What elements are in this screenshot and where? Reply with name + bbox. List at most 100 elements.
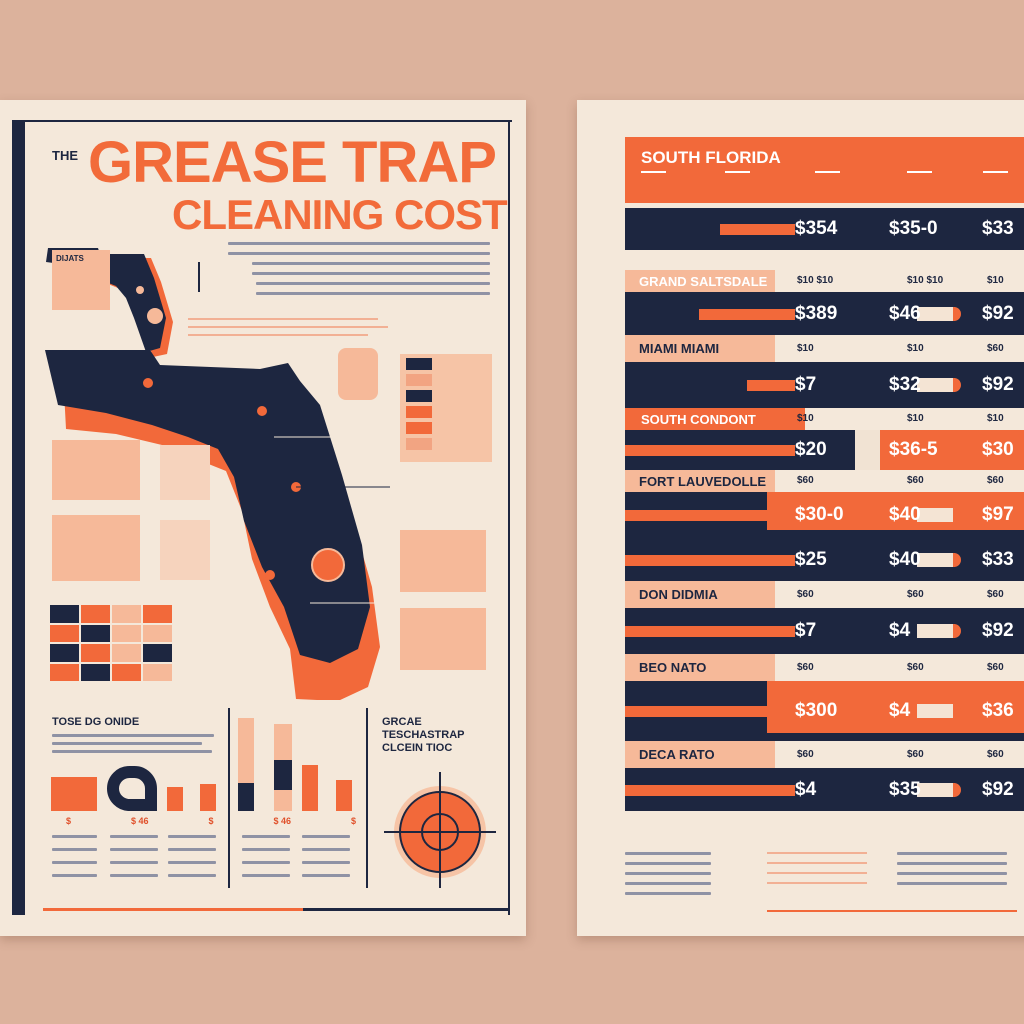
pre-title: THE [52, 148, 78, 163]
footer-rule [303, 908, 508, 911]
price-value: $36 [982, 700, 1014, 721]
callout-box [400, 530, 486, 592]
price-bar [625, 784, 795, 796]
location-marker-large [311, 548, 345, 582]
price-pill [917, 782, 961, 797]
target-heading: GRCAE TESCHASTRAP CLCEIN TIOC [382, 716, 465, 754]
price-bar [720, 224, 795, 235]
price-value: $33 [982, 548, 1014, 570]
price-pill [917, 378, 961, 392]
price-pill [917, 552, 961, 567]
row-small-value: $10 [987, 413, 1004, 424]
row-small-value: $60 [987, 748, 1004, 760]
price-value: $7 [795, 620, 817, 641]
price-value: $30-0 [795, 504, 844, 525]
row-small-value: $60 [907, 748, 924, 760]
price-bar [625, 554, 795, 566]
price-value: $300 [795, 700, 838, 721]
row-small-value: $60 [907, 588, 924, 600]
price-bar [747, 380, 795, 391]
frame-top [25, 120, 512, 122]
price-value: $97 [982, 504, 1014, 525]
row-label-bg [625, 270, 775, 292]
row-small-value: $60 [797, 661, 814, 673]
row-label-bg [625, 654, 775, 681]
footer-rule [43, 908, 303, 911]
bar [51, 777, 97, 811]
row-small-value: $60 [797, 475, 814, 486]
bar [302, 765, 318, 811]
legend-box [400, 354, 492, 462]
row-small-value: $60 [797, 588, 814, 600]
frame-right [508, 120, 510, 915]
price-value: $35 [889, 778, 921, 800]
row-small-value: $60 [987, 342, 1004, 354]
price-value: $40 [889, 548, 921, 570]
price-value: $25 [795, 548, 827, 570]
title-line1: GREASE TRAP [88, 130, 497, 195]
header-title: SOUTH FLORIDA [641, 148, 781, 167]
bar [167, 787, 183, 811]
row-small-value: $60 [987, 475, 1004, 486]
divider [366, 708, 368, 888]
row-highlight [880, 430, 1024, 470]
price-pill [917, 624, 961, 638]
swirl-shape [107, 766, 157, 811]
row-highlight [767, 681, 1024, 733]
row-small-value: $60 [987, 661, 1004, 673]
callout-box [160, 445, 210, 500]
price-value: $389 [795, 302, 838, 324]
row-label-bg [625, 335, 775, 362]
bar [274, 760, 292, 790]
row-small-value: $10 [987, 275, 1004, 286]
callout-box [400, 608, 486, 670]
callout-box [160, 520, 210, 580]
price-pill [917, 704, 961, 718]
price-value: $4 [889, 620, 911, 641]
row-label-bg [625, 581, 775, 608]
row-small-value: $10 [907, 413, 924, 424]
row-highlight [767, 492, 1024, 530]
price-value: $32 [889, 374, 921, 395]
bottom-heading: TOSE DG ONIDE [52, 716, 140, 728]
price-bar [625, 706, 795, 717]
row-label-bg [625, 470, 775, 492]
callout-box [52, 515, 140, 581]
location-marker [147, 308, 163, 324]
price-pill [917, 306, 961, 321]
florida-map-small [46, 248, 173, 357]
info-box: DIJATS [52, 250, 110, 310]
price-value: $92 [982, 302, 1014, 324]
row-small-value: $10 [797, 413, 814, 424]
price-value: $92 [982, 374, 1014, 395]
price-bar [625, 445, 795, 456]
price-value: $92 [982, 620, 1014, 641]
callout-box [52, 440, 140, 500]
info-box-heading: DIJATS [56, 254, 84, 263]
row-label-bg [625, 741, 775, 768]
table-header: SOUTH FLORIDA [625, 137, 1024, 203]
price-value: $36-5 [889, 439, 938, 460]
price-value: $20 [795, 439, 827, 460]
bar-labels: $ $ 46 $ $ 46 $ [66, 816, 356, 826]
row-gap [855, 430, 880, 470]
location-marker [143, 378, 153, 388]
row-label-bg [625, 408, 805, 430]
row-small-value: $60 [987, 588, 1004, 600]
divider [228, 708, 230, 888]
row-small-value: $10 [907, 342, 924, 354]
row-small-value: $60 [797, 748, 814, 760]
florida-map-large [45, 350, 390, 700]
row-small-value: $10 $10 [907, 275, 944, 286]
row-label: DECA RATO [639, 747, 715, 762]
row-label: BEO NATO [639, 660, 707, 675]
bar [238, 783, 254, 811]
price-bar [625, 510, 795, 521]
row-label: MIAMI MIAMI [639, 341, 720, 356]
price-value: $354 [795, 218, 838, 239]
target-icon [384, 772, 496, 888]
price-value: $33 [982, 218, 1014, 239]
price-value: $92 [982, 778, 1014, 800]
table-row [625, 208, 1024, 250]
price-bar [699, 308, 795, 320]
